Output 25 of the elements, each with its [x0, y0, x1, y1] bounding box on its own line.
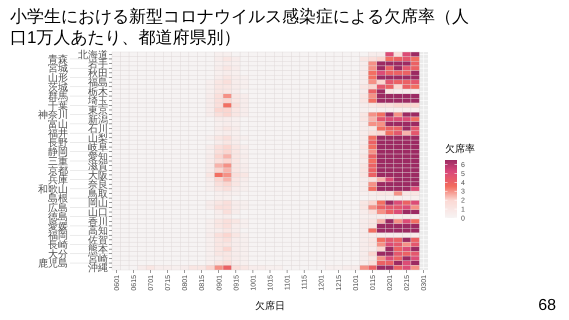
chart-title: 小学生における新型コロナウイルス感染症による欠席率（人口1万人あたり、都道府県別）	[10, 6, 470, 48]
x-axis-title: 欠席日	[255, 300, 285, 312]
y-tick-label: 栃木	[88, 86, 108, 98]
y-tick-label: 岡山	[88, 197, 108, 210]
y-tick-label: 愛知	[88, 150, 108, 163]
color-bar-title: 欠席率	[445, 143, 475, 155]
y-tick-label: 鹿児島	[38, 258, 68, 270]
y-tick-label: 大分	[48, 248, 68, 260]
y-tick-label: 愛媛	[48, 220, 68, 232]
y-tick-label: 宮崎	[88, 252, 108, 265]
y-tick-label: 青森	[48, 53, 68, 66]
y-tick-label: 和歌山	[38, 183, 68, 196]
y-tick-label: 長崎	[48, 238, 68, 251]
text: 68	[538, 297, 556, 314]
y-tick-label: 佐賀	[88, 234, 108, 246]
y-tick-label: 香川	[88, 216, 108, 228]
y-tick-label: 沖縄	[88, 262, 108, 274]
y-tick-label: 京都	[48, 164, 68, 177]
y-tick-label: 東京	[88, 104, 108, 116]
y-tick-label: 茨城	[48, 81, 68, 94]
y-tick-label: 山梨	[88, 132, 108, 144]
y-tick-label: 鳥取	[87, 188, 108, 200]
y-tick-label: 千葉	[48, 100, 68, 112]
y-tick-label: 長野	[48, 138, 68, 149]
y-tick-label: 新潟	[88, 114, 108, 126]
